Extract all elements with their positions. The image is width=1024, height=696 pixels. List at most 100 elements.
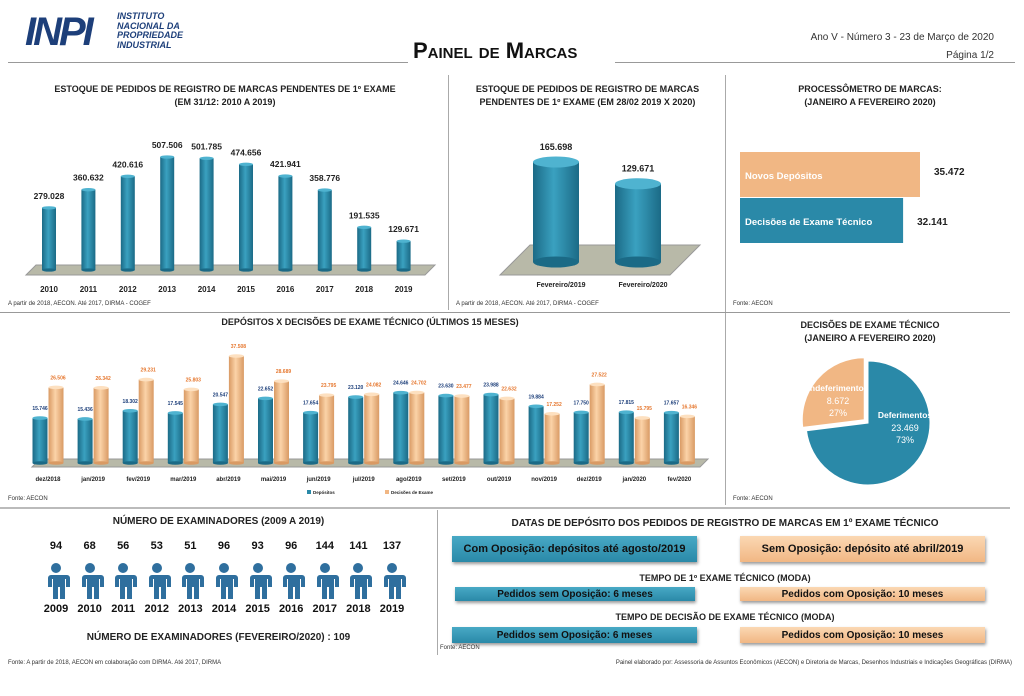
bar-top [33, 416, 48, 420]
data-label: 22.632 [501, 386, 517, 392]
bar-base [438, 461, 453, 465]
data-label: 29.231 [141, 368, 157, 374]
bar-body [397, 241, 411, 270]
bar-body [94, 388, 109, 463]
data-label: 37.508 [231, 344, 247, 350]
bar [213, 403, 228, 465]
bar-base [319, 461, 334, 465]
examiner-count: 137 [375, 540, 409, 552]
bar-body [454, 396, 469, 463]
bar [680, 415, 695, 465]
data-label: 17.545 [168, 401, 184, 407]
bar [615, 178, 661, 267]
data-label: 420.616 [112, 159, 143, 169]
tick-label: fev/2019 [126, 477, 150, 483]
data-label: 360.632 [73, 173, 104, 183]
examiner-count: 56 [106, 540, 140, 552]
bar-body [393, 393, 408, 463]
data-label: 19.884 [528, 394, 544, 400]
examiner-year: 2010 [73, 603, 107, 615]
bar-top [94, 386, 109, 390]
data-label: 23.630 [438, 384, 454, 390]
bar-top [78, 417, 93, 421]
data-label: 24.702 [411, 381, 427, 387]
tick-label: ago/2019 [396, 477, 422, 483]
bar-body [239, 164, 253, 270]
tick-label: dez/2018 [35, 477, 61, 483]
bar-top [529, 404, 544, 408]
bar-top [229, 354, 244, 358]
person-icon [75, 563, 105, 599]
bar-base [409, 461, 424, 465]
bar-top [160, 155, 174, 158]
bar-base [274, 461, 289, 465]
bar-top [438, 394, 453, 398]
tick-label: 2015 [237, 285, 255, 294]
examiners-current: NÚMERO DE EXAMINADORES (FEVEREIRO/2020) … [0, 632, 437, 643]
person-icon [377, 563, 407, 599]
examiner-year: 2012 [140, 603, 174, 615]
bar [160, 155, 174, 271]
bar-body [160, 157, 174, 270]
bar [42, 206, 56, 271]
data-label: 22.652 [258, 386, 274, 392]
bar-top [664, 411, 679, 415]
bar-base [303, 461, 318, 465]
bar-top [184, 388, 199, 392]
data-label: 28.689 [276, 369, 292, 375]
bar [319, 393, 334, 464]
bar-base [357, 268, 371, 271]
tick-label: mar/2019 [170, 477, 197, 483]
bar [484, 393, 499, 465]
bar-base [529, 461, 544, 465]
bar-top [200, 157, 214, 160]
bar-top [318, 188, 332, 191]
bar-base [258, 461, 273, 465]
bar-top [139, 378, 154, 382]
bar-top [364, 393, 379, 397]
bar-body [590, 384, 605, 463]
bar [397, 239, 411, 271]
bar [121, 175, 135, 272]
bar [303, 411, 318, 465]
examiner-count: 93 [241, 540, 275, 552]
bar [454, 394, 469, 465]
person-icon [243, 563, 273, 599]
data-label: 507.506 [152, 140, 183, 150]
bar [258, 397, 273, 465]
examiner-count: 53 [140, 540, 174, 552]
bar-base [574, 461, 589, 465]
data-label: 17.815 [619, 400, 635, 406]
examiner-year: 2014 [207, 603, 241, 615]
examiner-count: 141 [341, 540, 375, 552]
data-label: 474.656 [231, 147, 262, 157]
bar-base [160, 268, 174, 271]
tick-label: 2014 [198, 285, 216, 294]
bar [500, 397, 515, 465]
bar-base [364, 461, 379, 465]
slice-name: Indeferimentos [808, 383, 869, 393]
bar-body [139, 380, 154, 463]
tick-label: 2016 [277, 285, 295, 294]
bar [94, 386, 109, 465]
data-label: 24.082 [366, 382, 382, 388]
bar [49, 386, 64, 465]
data-label: 165.698 [540, 142, 573, 152]
data-label: 129.671 [388, 224, 419, 234]
bar-top [393, 391, 408, 395]
bar-body [409, 393, 424, 463]
data-label: 23.477 [456, 384, 472, 390]
bar-top [81, 188, 95, 191]
bar-base [239, 268, 253, 271]
bar-body [303, 413, 318, 463]
bar-top [590, 383, 605, 387]
bar [123, 409, 138, 465]
bar-top [635, 416, 650, 420]
bar-base [590, 461, 605, 465]
bar [200, 157, 214, 272]
source-note: Fonte: AECON [440, 645, 480, 651]
person-icon [276, 563, 306, 599]
bar-base [397, 268, 411, 271]
bar-body [168, 413, 183, 463]
bar-base [635, 461, 650, 465]
